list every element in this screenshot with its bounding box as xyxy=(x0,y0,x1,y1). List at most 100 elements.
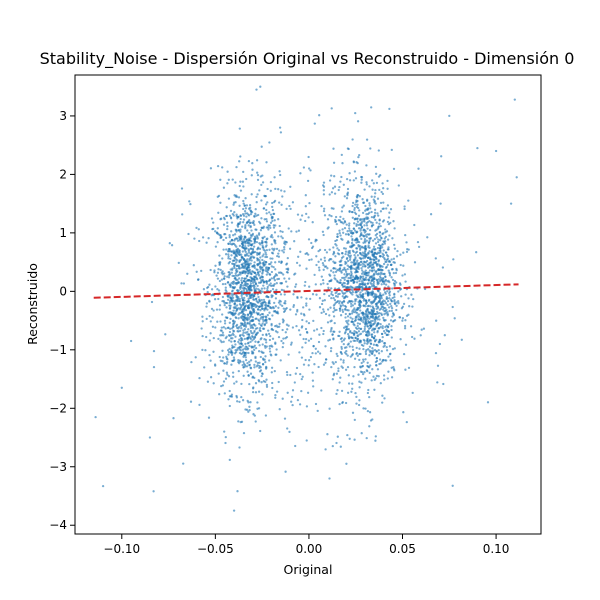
scatter-point xyxy=(383,342,386,345)
scatter-point xyxy=(286,328,289,331)
scatter-point xyxy=(350,270,353,273)
scatter-point xyxy=(283,277,286,280)
scatter-point xyxy=(387,246,390,249)
scatter-point xyxy=(313,363,316,366)
scatter-point xyxy=(258,259,261,262)
scatter-point xyxy=(361,275,365,278)
scatter-point xyxy=(239,420,242,424)
scatter-point xyxy=(235,299,238,302)
scatter-point xyxy=(246,220,249,223)
scatter-point xyxy=(378,338,381,342)
scatter-point xyxy=(360,257,363,260)
scatter-point xyxy=(231,242,235,245)
scatter-point xyxy=(265,212,268,215)
scatter-point xyxy=(249,224,252,228)
scatter-point xyxy=(243,307,246,310)
scatter-point xyxy=(242,279,246,283)
scatter-point xyxy=(270,270,274,274)
scatter-point xyxy=(256,173,260,177)
scatter-point xyxy=(255,159,259,162)
scatter-point xyxy=(407,366,411,370)
scatter-point xyxy=(220,326,223,329)
scatter-point xyxy=(257,295,260,299)
scatter-point xyxy=(347,327,350,331)
scatter-point xyxy=(177,261,180,265)
scatter-point xyxy=(370,333,373,337)
scatter-point xyxy=(353,339,357,343)
scatter-point xyxy=(241,270,244,273)
scatter-point xyxy=(238,127,241,130)
scatter-point xyxy=(341,295,344,298)
scatter-point xyxy=(338,231,341,235)
scatter-point xyxy=(383,313,386,316)
scatter-point xyxy=(373,237,377,241)
scatter-point xyxy=(401,317,405,320)
scatter-point xyxy=(443,334,446,337)
scatter-point xyxy=(279,303,282,306)
scatter-point xyxy=(341,304,345,307)
scatter-point xyxy=(259,267,262,271)
scatter-point xyxy=(311,371,314,374)
scatter-point xyxy=(386,220,390,224)
scatter-point xyxy=(277,260,281,263)
scatter-point xyxy=(320,311,323,315)
scatter-point xyxy=(226,316,229,319)
scatter-point xyxy=(374,192,377,195)
scatter-point xyxy=(338,292,341,296)
scatter-point xyxy=(337,367,340,370)
scatter-point xyxy=(217,297,220,301)
scatter-point xyxy=(382,318,386,322)
scatter-point xyxy=(370,308,373,312)
scatter-point xyxy=(338,402,341,406)
scatter-point xyxy=(284,299,287,303)
scatter-point xyxy=(264,315,267,318)
scatter-point xyxy=(407,199,410,202)
scatter-point xyxy=(341,206,344,209)
scatter-point xyxy=(232,356,236,359)
scatter-point xyxy=(342,342,345,346)
scatter-point xyxy=(223,322,227,325)
scatter-point xyxy=(370,329,374,332)
scatter-point xyxy=(340,252,344,255)
scatter-point xyxy=(509,202,513,205)
scatter-point xyxy=(375,363,378,367)
scatter-point xyxy=(358,358,361,362)
scatter-point xyxy=(365,273,368,277)
scatter-point xyxy=(248,290,251,293)
scatter-point xyxy=(358,322,362,326)
scatter-point xyxy=(357,285,360,288)
y-tick-label: 2 xyxy=(59,167,67,181)
scatter-point xyxy=(343,351,347,354)
scatter-point xyxy=(373,195,376,198)
scatter-point xyxy=(216,288,219,291)
scatter-point xyxy=(225,248,228,251)
scatter-point xyxy=(218,355,221,359)
scatter-point xyxy=(300,326,303,329)
scatter-point xyxy=(240,263,243,266)
scatter-point xyxy=(218,304,222,307)
scatter-point xyxy=(242,185,245,188)
scatter-point xyxy=(256,270,260,274)
scatter-point xyxy=(225,335,228,338)
scatter-point xyxy=(385,324,388,327)
scatter-point xyxy=(382,299,385,302)
scatter-point xyxy=(246,241,249,245)
scatter-point xyxy=(249,276,252,279)
scatter-point xyxy=(346,282,349,286)
scatter-point xyxy=(269,213,273,216)
scatter-point xyxy=(231,290,234,293)
scatter-point xyxy=(256,193,259,196)
scatter-point xyxy=(274,261,277,264)
scatter-point xyxy=(300,296,303,299)
scatter-point xyxy=(397,184,400,187)
scatter-point xyxy=(353,357,357,360)
scatter-point xyxy=(235,309,238,313)
scatter-point xyxy=(350,229,353,233)
scatter-point xyxy=(248,239,251,242)
scatter-point xyxy=(277,335,281,339)
scatter-point xyxy=(237,362,241,365)
scatter-point xyxy=(402,411,405,414)
scatter-point xyxy=(364,253,368,257)
scatter-point xyxy=(270,366,274,369)
scatter-point xyxy=(268,345,271,348)
